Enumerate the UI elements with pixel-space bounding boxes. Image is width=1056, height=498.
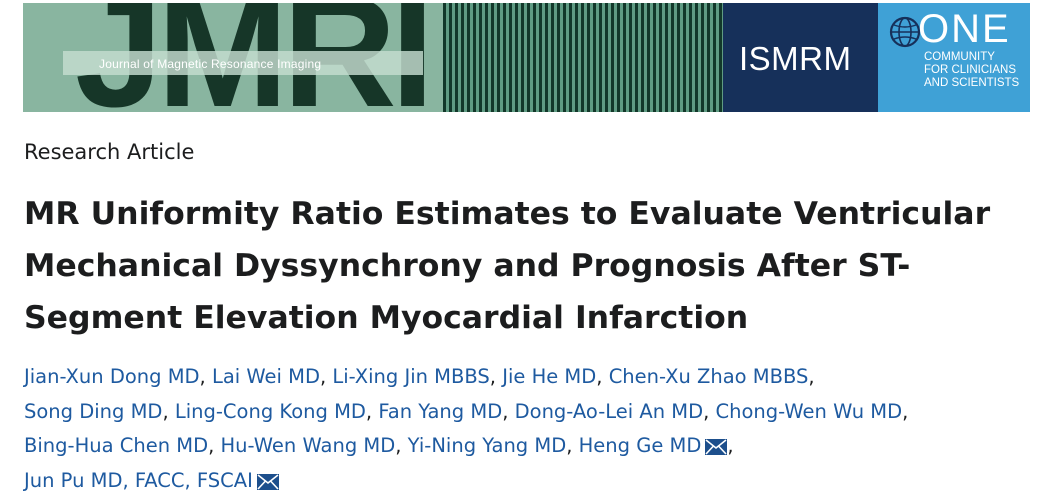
tagline-one: ONE xyxy=(918,9,1011,49)
author-link[interactable]: Fan Yang MD xyxy=(378,400,502,423)
author-link[interactable]: Jian-Xun Dong MD xyxy=(24,365,200,388)
author-list: Jian-Xun Dong MD, Lai Wei MD, Li-Xing Ji… xyxy=(24,360,1034,498)
jmri-logo: JMRI Journal of Magnetic Resonance Imagi… xyxy=(23,3,723,112)
tagline-line: FOR CLINICIANS xyxy=(924,64,1019,77)
author-link[interactable]: Jun Pu MD, FACC, FSCAI xyxy=(24,469,253,492)
author-link[interactable]: Chong-Wen Wu MD xyxy=(716,400,903,423)
author-separator: , xyxy=(208,434,220,457)
author-separator: , xyxy=(703,400,715,423)
author-separator: , xyxy=(366,400,378,423)
author-link[interactable]: Ling-Cong Kong MD xyxy=(175,400,366,423)
author-separator: , xyxy=(320,365,332,388)
author-line: Jian-Xun Dong MD, Lai Wei MD, Li-Xing Ji… xyxy=(24,360,1034,395)
envelope-icon[interactable] xyxy=(705,439,727,455)
author-link[interactable]: Jie He MD xyxy=(502,365,596,388)
author-line: Bing-Hua Chen MD, Hu-Wen Wang MD, Yi-Nin… xyxy=(24,429,1034,464)
journal-full-name: Journal of Magnetic Resonance Imaging xyxy=(99,57,321,71)
author-link[interactable]: Chen-Xu Zhao MBBS xyxy=(609,365,809,388)
article-type: Research Article xyxy=(24,140,194,164)
author-separator: , xyxy=(162,400,174,423)
author-separator: , xyxy=(902,400,908,423)
author-link[interactable]: Dong-Ao-Lei An MD xyxy=(515,400,704,423)
author-separator: , xyxy=(490,365,502,388)
tagline-line: AND SCIENTISTS xyxy=(924,77,1019,90)
ismrm-logo: ISMRM xyxy=(723,3,878,112)
author-link[interactable]: Heng Ge MD xyxy=(579,434,702,457)
envelope-icon[interactable] xyxy=(257,474,279,490)
author-link[interactable]: Bing-Hua Chen MD xyxy=(24,434,208,457)
author-separator: , xyxy=(808,365,814,388)
society-name: ISMRM xyxy=(739,40,852,78)
author-link[interactable]: Li-Xing Jin MBBS xyxy=(332,365,489,388)
jmri-stripe-pattern xyxy=(443,3,723,112)
author-link[interactable]: Song Ding MD xyxy=(24,400,162,423)
author-line: Song Ding MD, Ling-Cong Kong MD, Fan Yan… xyxy=(24,395,1034,430)
author-separator: , xyxy=(200,365,212,388)
tagline-line: COMMUNITY xyxy=(924,51,1019,64)
author-separator: , xyxy=(395,434,407,457)
one-community-badge: ONE COMMUNITY FOR CLINICIANS AND SCIENTI… xyxy=(878,3,1030,112)
author-separator: , xyxy=(502,400,514,423)
globe-icon xyxy=(888,15,922,49)
author-separator: , xyxy=(596,365,608,388)
author-link[interactable]: Yi-Ning Yang MD xyxy=(408,434,567,457)
author-link[interactable]: Lai Wei MD xyxy=(212,365,320,388)
author-separator: , xyxy=(566,434,578,457)
article-title: MR Uniformity Ratio Estimates to Evaluat… xyxy=(24,188,1034,344)
journal-banner[interactable]: JMRI Journal of Magnetic Resonance Imagi… xyxy=(23,3,1030,112)
author-separator: , xyxy=(727,434,733,457)
tagline-small: COMMUNITY FOR CLINICIANS AND SCIENTISTS xyxy=(924,51,1019,90)
author-link[interactable]: Hu-Wen Wang MD xyxy=(221,434,396,457)
